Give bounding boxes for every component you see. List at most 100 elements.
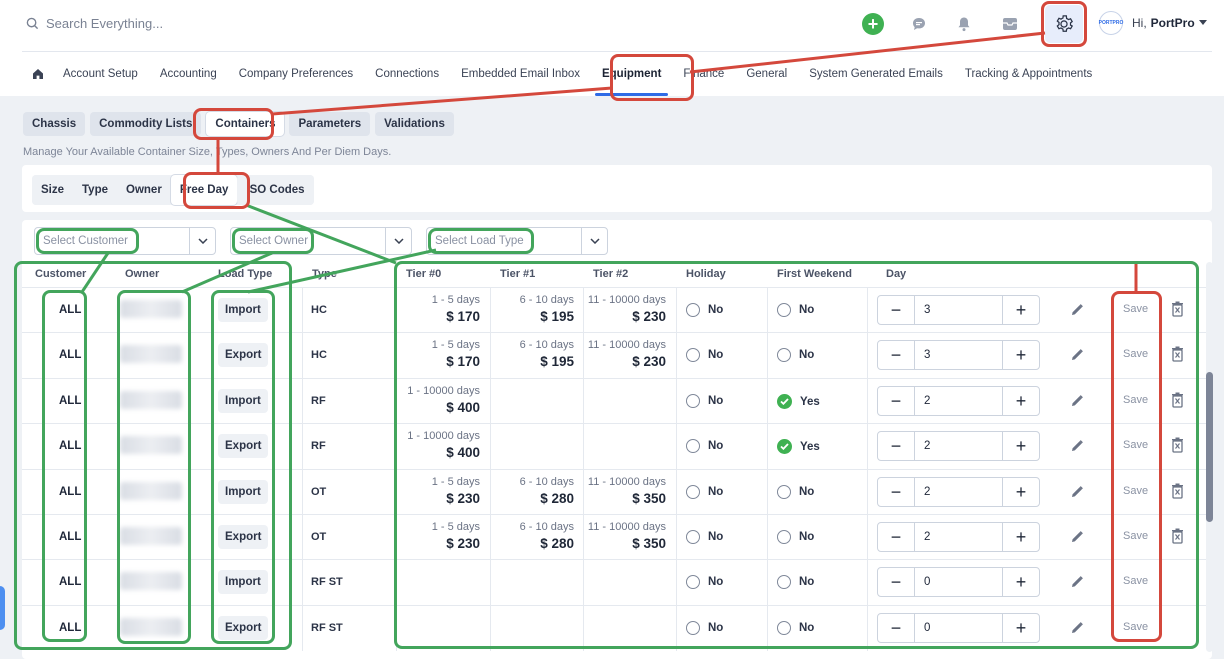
search-bar[interactable] bbox=[26, 14, 246, 32]
pencil-icon[interactable] bbox=[1070, 348, 1084, 367]
tab-size[interactable]: Size bbox=[32, 175, 74, 205]
nav-equipment[interactable]: Equipment bbox=[591, 52, 672, 96]
bell-icon[interactable] bbox=[953, 13, 975, 35]
chevron-down-icon[interactable] bbox=[189, 228, 215, 254]
add-icon[interactable]: + bbox=[862, 13, 884, 35]
tab-validations[interactable]: Validations bbox=[375, 112, 454, 136]
customer-select[interactable]: Select Customer bbox=[34, 227, 216, 255]
day-stepper[interactable]: −2 + bbox=[877, 522, 1040, 552]
day-value[interactable]: 2 bbox=[914, 387, 1003, 415]
trash-icon[interactable] bbox=[1171, 301, 1184, 322]
search-input[interactable] bbox=[46, 15, 246, 31]
radio-circle-icon[interactable] bbox=[686, 394, 700, 408]
plus-icon[interactable]: + bbox=[1015, 571, 1027, 592]
nav-company-preferences[interactable]: Company Preferences bbox=[238, 68, 354, 80]
save-button[interactable]: Save bbox=[1123, 348, 1149, 360]
nav-general[interactable]: General bbox=[746, 68, 788, 80]
save-button[interactable]: Save bbox=[1123, 394, 1149, 406]
day-value[interactable]: 3 bbox=[914, 296, 1003, 324]
tab-containers[interactable]: Containers bbox=[206, 112, 285, 136]
plus-icon[interactable]: + bbox=[1015, 390, 1027, 411]
nav-finance[interactable]: Finance bbox=[683, 68, 725, 80]
save-button[interactable]: Save bbox=[1123, 303, 1149, 315]
trash-icon[interactable] bbox=[1171, 437, 1184, 458]
plus-icon[interactable]: + bbox=[1015, 617, 1027, 638]
tab-parameters[interactable]: Parameters bbox=[289, 112, 371, 136]
holiday-radio[interactable]: No bbox=[686, 575, 723, 589]
chevron-down-icon[interactable] bbox=[385, 228, 411, 254]
pencil-icon[interactable] bbox=[1070, 303, 1084, 322]
nav-accounting[interactable]: Accounting bbox=[159, 68, 217, 80]
plus-icon[interactable]: + bbox=[1015, 526, 1027, 547]
user-menu[interactable]: Hi, PortPro bbox=[1132, 16, 1207, 30]
radio-circle-icon[interactable] bbox=[777, 621, 791, 635]
tab-type[interactable]: Type bbox=[73, 175, 118, 205]
minus-icon[interactable]: − bbox=[890, 299, 902, 320]
radio-circle-icon[interactable] bbox=[777, 303, 791, 317]
plus-icon[interactable]: + bbox=[1015, 299, 1027, 320]
tab-chassis[interactable]: Chassis bbox=[23, 112, 86, 136]
trash-icon[interactable] bbox=[1171, 346, 1184, 367]
first-weekend-radio[interactable]: No bbox=[777, 530, 814, 544]
settings-button[interactable] bbox=[1045, 5, 1083, 43]
tab-free-day[interactable]: Free Day bbox=[170, 175, 238, 205]
side-drawer-handle[interactable] bbox=[0, 586, 5, 630]
save-button[interactable]: Save bbox=[1123, 575, 1149, 587]
first-weekend-radio[interactable]: Yes bbox=[777, 394, 820, 409]
nav-system-generated-emails[interactable]: System Generated Emails bbox=[809, 68, 943, 80]
minus-icon[interactable]: − bbox=[890, 526, 902, 547]
holiday-radio[interactable]: No bbox=[686, 439, 723, 453]
holiday-radio[interactable]: No bbox=[686, 621, 723, 635]
tab-iso-codes[interactable]: ISO Codes bbox=[237, 175, 314, 205]
owner-select[interactable]: Select Owner bbox=[230, 227, 412, 255]
radio-circle-icon[interactable] bbox=[686, 348, 700, 362]
day-value[interactable]: 0 bbox=[914, 614, 1003, 642]
day-stepper[interactable]: −2 + bbox=[877, 477, 1040, 507]
tab-commodity-lists[interactable]: Commodity Lists bbox=[90, 112, 202, 136]
nav-tracking-appointments[interactable]: Tracking & Appointments bbox=[964, 68, 1093, 80]
radio-circle-icon[interactable] bbox=[777, 575, 791, 589]
pencil-icon[interactable] bbox=[1070, 530, 1084, 549]
plus-icon[interactable]: + bbox=[1015, 344, 1027, 365]
first-weekend-radio[interactable]: No bbox=[777, 485, 814, 499]
first-weekend-radio[interactable]: No bbox=[777, 348, 814, 362]
day-value[interactable]: 2 bbox=[914, 478, 1003, 506]
trash-icon[interactable] bbox=[1171, 528, 1184, 549]
minus-icon[interactable]: − bbox=[890, 344, 902, 365]
minus-icon[interactable]: − bbox=[890, 435, 902, 456]
day-stepper[interactable]: −0 + bbox=[877, 613, 1040, 643]
day-stepper[interactable]: −3 + bbox=[877, 295, 1040, 325]
pencil-icon[interactable] bbox=[1070, 439, 1084, 458]
holiday-radio[interactable]: No bbox=[686, 348, 723, 362]
plus-icon[interactable]: + bbox=[1015, 435, 1027, 456]
check-circle-icon[interactable] bbox=[777, 394, 792, 409]
minus-icon[interactable]: − bbox=[890, 571, 902, 592]
save-button[interactable]: Save bbox=[1123, 621, 1149, 633]
radio-circle-icon[interactable] bbox=[686, 439, 700, 453]
home-icon[interactable] bbox=[32, 52, 52, 96]
scrollbar-thumb[interactable] bbox=[1206, 372, 1213, 522]
holiday-radio[interactable]: No bbox=[686, 394, 723, 408]
first-weekend-radio[interactable]: Yes bbox=[777, 439, 820, 454]
load-type-select[interactable]: Select Load Type bbox=[426, 227, 608, 255]
holiday-radio[interactable]: No bbox=[686, 485, 723, 499]
first-weekend-radio[interactable]: No bbox=[777, 303, 814, 317]
first-weekend-radio[interactable]: No bbox=[777, 621, 814, 635]
day-value[interactable]: 2 bbox=[914, 432, 1003, 460]
minus-icon[interactable]: − bbox=[890, 390, 902, 411]
holiday-radio[interactable]: No bbox=[686, 303, 723, 317]
trash-icon[interactable] bbox=[1171, 392, 1184, 413]
save-button[interactable]: Save bbox=[1123, 530, 1149, 542]
radio-circle-icon[interactable] bbox=[686, 530, 700, 544]
inbox-icon[interactable] bbox=[999, 13, 1021, 35]
pencil-icon[interactable] bbox=[1070, 394, 1084, 413]
radio-circle-icon[interactable] bbox=[686, 485, 700, 499]
radio-circle-icon[interactable] bbox=[686, 575, 700, 589]
pencil-icon[interactable] bbox=[1070, 621, 1084, 640]
plus-icon[interactable]: + bbox=[1015, 481, 1027, 502]
first-weekend-radio[interactable]: No bbox=[777, 575, 814, 589]
radio-circle-icon[interactable] bbox=[777, 348, 791, 362]
tab-owner[interactable]: Owner bbox=[117, 175, 171, 205]
nav-connections[interactable]: Connections bbox=[375, 68, 440, 80]
day-value[interactable]: 0 bbox=[914, 568, 1003, 596]
